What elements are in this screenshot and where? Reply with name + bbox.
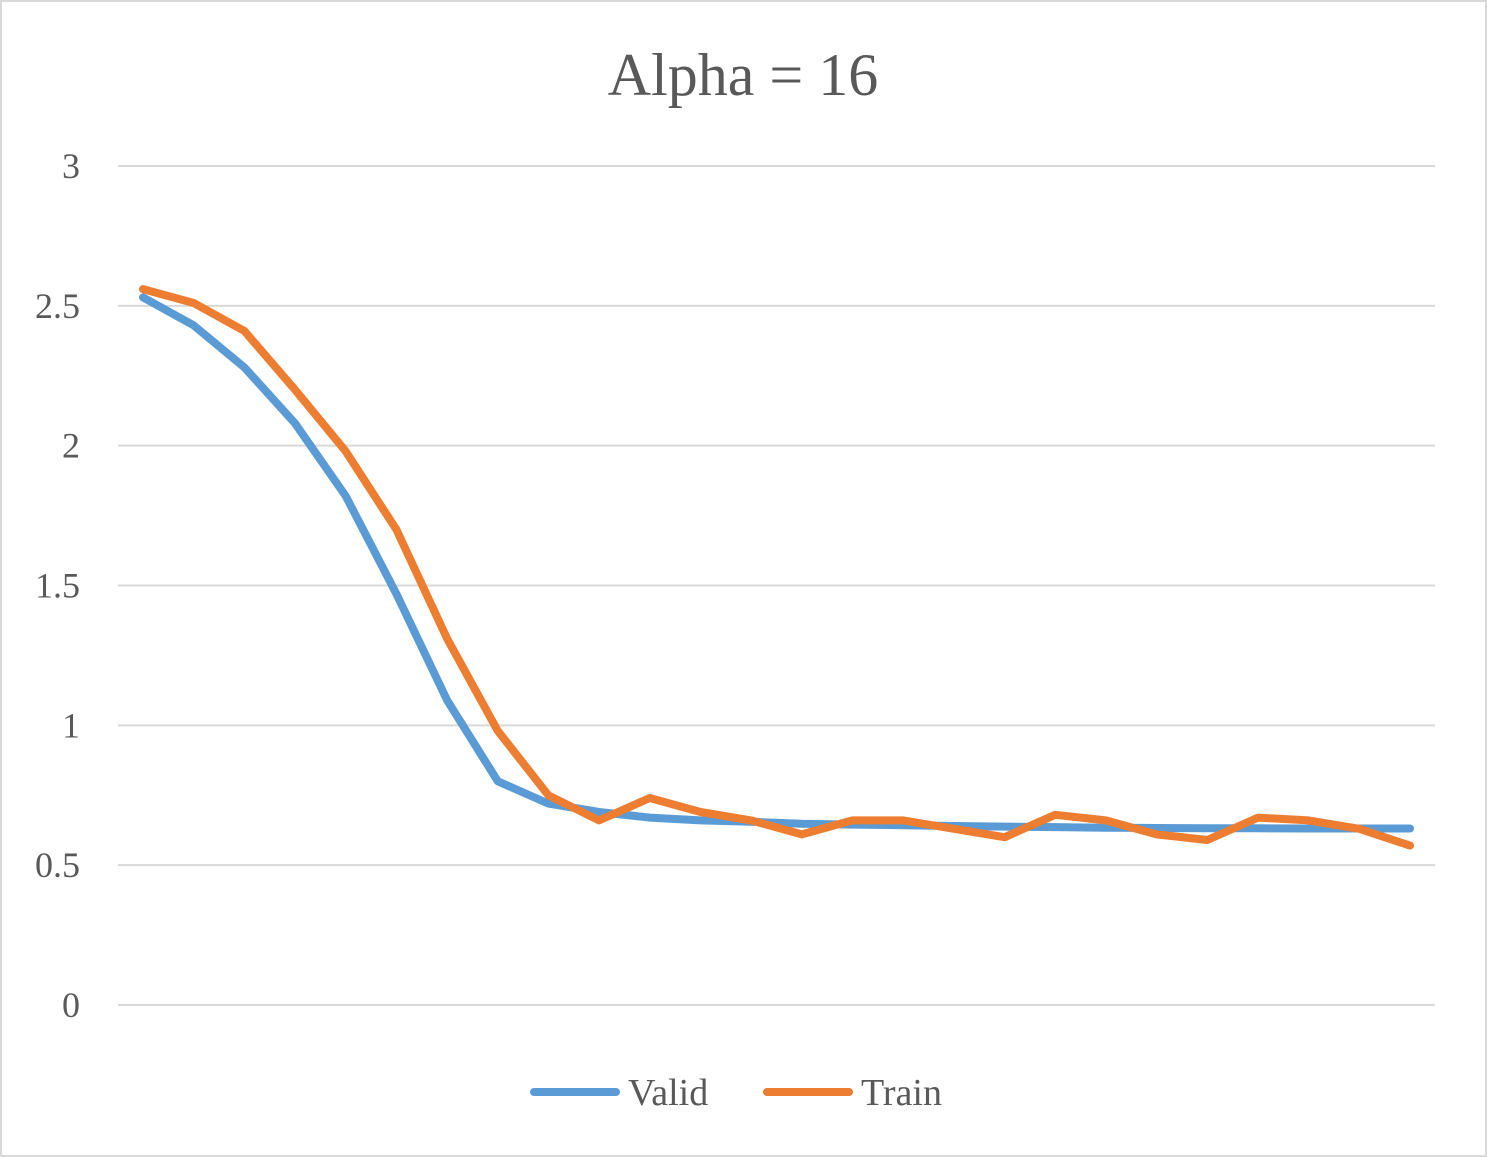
legend: Valid Train — [530, 1072, 942, 1114]
series-line-train — [139, 285, 1414, 850]
y-tick-label: 1.5 — [35, 566, 80, 606]
y-tick-label: 3 — [62, 146, 80, 186]
legend-label-valid: Valid — [628, 1072, 708, 1114]
y-tick-label: 2.5 — [35, 286, 80, 326]
y-tick-label: 0 — [62, 985, 80, 1025]
series-line-valid — [139, 293, 1414, 833]
series-lines — [139, 285, 1414, 850]
y-tick-label: 1 — [62, 705, 80, 745]
y-axis-tick-labels: 0 0.5 1 1.5 2 2.5 3 — [35, 146, 80, 1025]
y-tick-label: 2 — [62, 426, 80, 466]
legend-label-train: Train — [861, 1072, 942, 1114]
gridlines — [118, 165, 1435, 1006]
y-tick-label: 0.5 — [35, 845, 80, 885]
chart-title: Alpha = 16 — [608, 42, 878, 108]
